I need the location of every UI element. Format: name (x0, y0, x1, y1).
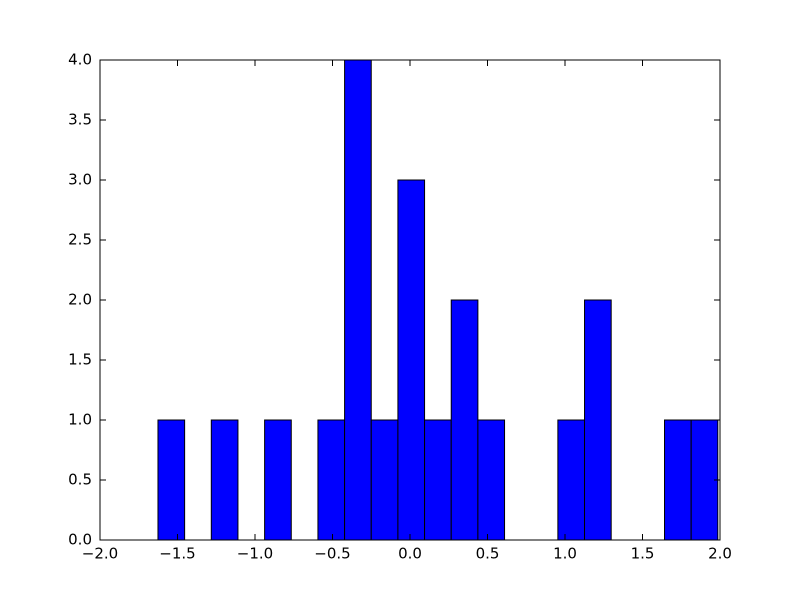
x-tick-label: −2.0 (82, 545, 118, 563)
x-tick-label: 2.0 (708, 545, 732, 563)
bar (264, 419, 292, 541)
bar (370, 419, 399, 541)
y-tick-label: 4.0 (68, 51, 92, 69)
bar (664, 419, 692, 541)
bar (477, 419, 506, 541)
x-tick-label: −1.5 (159, 545, 195, 563)
bar (344, 59, 372, 541)
x-tick-label: 1.0 (553, 545, 577, 563)
bar (584, 299, 612, 541)
y-tick-label: 1.5 (68, 351, 92, 369)
x-tick-label: 0.5 (476, 545, 500, 563)
y-tick-label: 2.5 (68, 231, 92, 249)
bar (317, 419, 346, 541)
x-tick-label: −0.5 (314, 545, 350, 563)
bar (557, 419, 586, 541)
bar (424, 419, 452, 541)
bar (157, 419, 186, 541)
y-tick-label: 3.0 (68, 171, 92, 189)
y-tick-label: 0.0 (68, 531, 92, 549)
y-tick-label: 2.0 (68, 291, 92, 309)
x-tick-label: 1.5 (631, 545, 655, 563)
bar (690, 419, 719, 541)
bar (210, 419, 239, 541)
x-tick-label: −1.0 (237, 545, 273, 563)
y-tick-label: 0.5 (68, 471, 92, 489)
y-tick-label: 3.5 (68, 111, 92, 129)
y-tick-label: 1.0 (68, 411, 92, 429)
bar (450, 299, 479, 541)
x-tick-label: 0.0 (398, 545, 422, 563)
bar (397, 179, 426, 541)
